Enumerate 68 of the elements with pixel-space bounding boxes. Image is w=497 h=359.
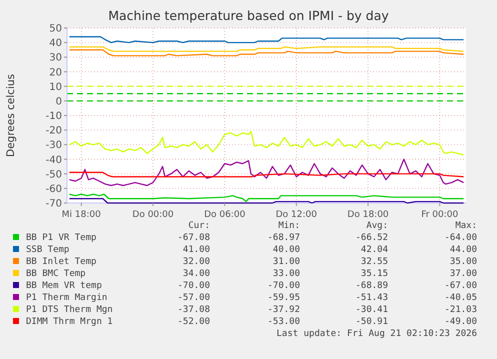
text: -68.97 (267, 233, 300, 243)
text: 35.15 (360, 269, 388, 279)
legend-label: BB Inlet Temp (26, 257, 96, 267)
text: -37.92 (267, 305, 300, 315)
text: 33.00 (272, 269, 300, 279)
text: -64.00 (444, 233, 477, 243)
text: Min: (278, 221, 300, 231)
text: -49.00 (444, 317, 477, 327)
text: Cur: (188, 221, 210, 231)
y-tick-label: 10 (49, 82, 62, 93)
text: -66.52 (355, 233, 388, 243)
text: -37.08 (177, 305, 210, 315)
text: -67.08 (177, 233, 210, 243)
text: -59.95 (267, 293, 300, 303)
text: -70.00 (267, 281, 300, 291)
line-series (68, 130, 464, 156)
legend-label: BB BMC Temp (26, 269, 86, 279)
legend-label: BB P1 VR Temp (26, 233, 96, 243)
x-tick-label: Fr 00:00 (421, 210, 458, 220)
text: -50.91 (355, 317, 388, 327)
line-series (68, 158, 464, 186)
legend-label: BB Mem VR temp (26, 281, 102, 291)
text: 34.00 (182, 269, 210, 279)
text: -40.05 (444, 293, 477, 303)
legend-label: SSB Temp (26, 245, 70, 255)
text: 35.00 (450, 257, 477, 267)
y-tick-label: -10 (46, 111, 62, 122)
text: 44.00 (450, 245, 477, 255)
text: -30.41 (355, 305, 388, 315)
y-tick-label: -60 (46, 184, 62, 195)
text: 42.04 (360, 245, 388, 255)
x-tick-label: Mi 18:00 (62, 210, 102, 220)
text: -52.00 (177, 317, 210, 327)
y-tick-label: -40 (46, 154, 62, 166)
legend-label: P1 DTS Therm Mgn (26, 305, 113, 315)
legend-label: DIMM Thrm Mrgn 1 (26, 317, 113, 327)
legend-label: P1 Therm Margin (26, 293, 108, 303)
text: 32.55 (360, 257, 388, 267)
x-tick-label: Do 18:00 (347, 210, 389, 220)
y-tick-label: -70 (46, 198, 62, 210)
text: -57.00 (177, 293, 210, 303)
chart-title: Machine temperature based on IPMI - by day (108, 8, 390, 23)
x-tick-label: Do 00:00 (132, 210, 174, 220)
y-tick-label: 20 (49, 67, 62, 78)
y-tick-label: 30 (49, 52, 62, 64)
text: Max: (455, 221, 477, 231)
text: -51.43 (355, 293, 388, 303)
y-tick-label: 0 (56, 96, 62, 108)
x-tick-label: Do 06:00 (204, 210, 246, 220)
text: 37.00 (450, 269, 477, 279)
text: 31.00 (272, 257, 300, 267)
y-tick-label: 50 (49, 24, 62, 34)
y-tick-label: -30 (46, 140, 62, 152)
text: -70.00 (177, 281, 210, 291)
text: -67.00 (444, 281, 477, 291)
text: 40.00 (272, 245, 300, 255)
text: -21.03 (444, 305, 477, 315)
text: -68.89 (355, 281, 388, 291)
text: 32.00 (182, 257, 210, 267)
x-tick-label: Do 12:00 (276, 210, 318, 220)
text: -53.00 (267, 317, 300, 327)
y-axis-title: Degrees celcius (5, 74, 17, 157)
y-tick-label: -20 (46, 126, 62, 137)
y-tick-label: 40 (49, 38, 62, 50)
text: Last update: Fri Aug 21 02:10:23 2026 (276, 329, 477, 339)
y-tick-label: -50 (46, 169, 62, 180)
text: Avg: (366, 221, 388, 231)
text: 41.00 (182, 245, 210, 255)
